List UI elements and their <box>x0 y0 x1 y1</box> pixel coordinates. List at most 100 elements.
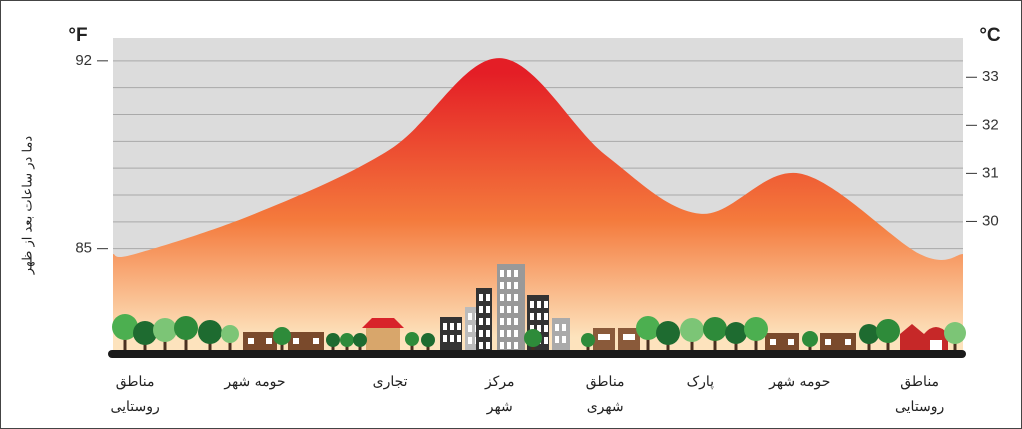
house <box>820 333 856 352</box>
x-category-label: حومه شهر <box>768 374 830 390</box>
window <box>468 337 472 344</box>
y-tick-label: 85 <box>75 240 92 257</box>
tree <box>876 319 900 343</box>
x-category-label: مرکز <box>484 374 515 390</box>
window <box>507 270 511 277</box>
window <box>623 334 629 340</box>
window <box>500 318 504 325</box>
x-category-label: مناطق <box>116 374 155 390</box>
window <box>266 338 272 344</box>
tree <box>198 320 222 344</box>
shop-roof <box>362 318 404 328</box>
y-axis-label: دما در ساعات بعد از ظهر <box>21 136 36 276</box>
window <box>544 337 548 344</box>
window <box>313 338 319 344</box>
x-category-label: روستایی <box>110 399 159 415</box>
house <box>765 333 799 352</box>
window <box>555 336 559 343</box>
window <box>486 330 490 337</box>
window <box>537 313 541 320</box>
y2-tick-label: 31 <box>982 164 999 181</box>
window <box>537 301 541 308</box>
window <box>479 294 483 301</box>
tree <box>353 333 367 347</box>
window <box>450 335 454 342</box>
y2-tick-label: 30 <box>982 212 999 229</box>
window <box>514 306 518 313</box>
tree <box>153 318 177 342</box>
tree <box>421 333 435 347</box>
window <box>507 294 511 301</box>
house <box>243 332 277 352</box>
window <box>500 270 504 277</box>
y2-tick-label: 33 <box>982 68 999 85</box>
window <box>479 342 483 349</box>
window <box>500 282 504 289</box>
window <box>293 338 299 344</box>
y2-unit: °C <box>979 25 1001 46</box>
tree <box>405 332 419 346</box>
window <box>507 318 511 325</box>
window <box>486 306 490 313</box>
x-category-label: مناطق <box>586 374 625 390</box>
window <box>486 318 490 325</box>
tree <box>944 322 966 344</box>
window <box>507 306 511 313</box>
window <box>500 294 504 301</box>
window <box>544 325 548 332</box>
window <box>479 306 483 313</box>
ground <box>108 350 966 358</box>
barn-door <box>930 340 942 352</box>
window <box>443 323 447 330</box>
window <box>598 334 604 340</box>
tree <box>174 316 198 340</box>
window <box>507 330 511 337</box>
window <box>457 335 461 342</box>
window <box>507 342 511 349</box>
x-category-label: شهری <box>587 399 624 415</box>
window <box>537 325 541 332</box>
window <box>562 336 566 343</box>
tree <box>340 333 354 347</box>
window <box>507 282 511 289</box>
tree <box>725 322 747 344</box>
window <box>514 318 518 325</box>
y-unit: °F <box>68 25 87 46</box>
window <box>544 301 548 308</box>
window <box>443 335 447 342</box>
x-category-label: روستایی <box>895 399 944 415</box>
window <box>486 342 490 349</box>
window <box>825 339 831 345</box>
window <box>514 270 518 277</box>
window <box>479 330 483 337</box>
window <box>530 313 534 320</box>
window <box>514 282 518 289</box>
x-category-label: شهر <box>486 399 513 415</box>
tree <box>636 316 660 340</box>
building <box>552 318 570 352</box>
window <box>248 338 254 344</box>
window <box>486 294 490 301</box>
x-category-label: تجاری <box>373 374 408 390</box>
window <box>457 323 461 330</box>
barn <box>900 324 924 352</box>
window <box>468 325 472 332</box>
window <box>500 306 504 313</box>
tree <box>524 329 542 347</box>
window <box>788 339 794 345</box>
window <box>530 325 534 332</box>
tree <box>656 321 680 345</box>
temperature-area <box>113 58 963 353</box>
window <box>845 339 851 345</box>
y2-tick-label: 32 <box>982 116 999 133</box>
tree <box>326 333 340 347</box>
tree <box>802 331 818 347</box>
tree <box>273 327 291 345</box>
y-tick-label: 92 <box>75 52 92 69</box>
building <box>440 317 462 352</box>
window <box>530 301 534 308</box>
tree <box>112 314 138 340</box>
house <box>288 332 324 352</box>
window <box>479 318 483 325</box>
